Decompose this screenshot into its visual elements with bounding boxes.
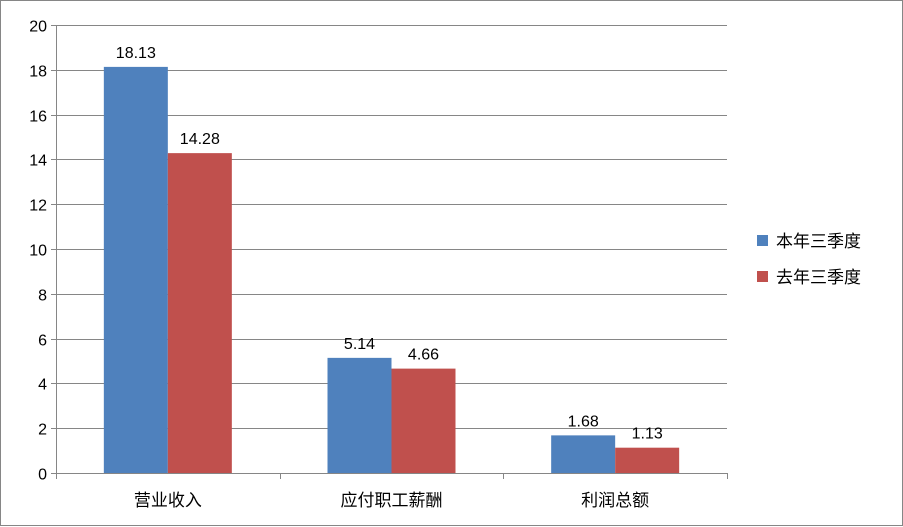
data-label: 5.14 [344, 336, 375, 353]
bar [327, 357, 392, 473]
data-label: 1.13 [632, 426, 663, 443]
data-label: 1.68 [568, 413, 599, 430]
y-tick-label: 0 [38, 467, 47, 484]
y-tick-label: 8 [38, 288, 47, 305]
y-tick-label: 12 [29, 198, 47, 215]
x-category-label: 应付职工薪酬 [341, 491, 443, 511]
bar [167, 153, 232, 474]
bar [391, 368, 456, 473]
data-label: 4.66 [408, 347, 439, 364]
x-category-label: 营业收入 [134, 491, 202, 511]
legend-swatch [757, 271, 768, 282]
legend-label: 本年三季度 [776, 232, 861, 252]
y-tick-label: 16 [29, 109, 47, 126]
data-label: 14.28 [180, 131, 220, 148]
y-tick-label: 20 [29, 19, 47, 36]
y-tick-label: 18 [29, 64, 47, 81]
y-tick-label: 6 [38, 333, 47, 350]
data-label: 18.13 [116, 45, 156, 62]
legend-swatch [757, 235, 768, 246]
y-tick-label: 4 [38, 377, 47, 394]
bar [103, 66, 168, 473]
bar [615, 447, 680, 473]
y-tick-label: 2 [38, 422, 47, 439]
x-category-label: 利润总额 [581, 491, 649, 511]
y-tick-label: 10 [29, 243, 47, 260]
legend-label: 去年三季度 [776, 268, 861, 288]
y-tick-label: 14 [29, 153, 47, 170]
bar [551, 435, 616, 473]
